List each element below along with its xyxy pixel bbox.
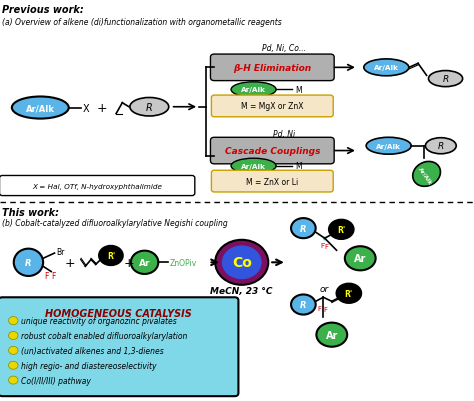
Ellipse shape — [231, 159, 276, 174]
Text: (b) Cobalt-catalyzed difluoroalkylarylative Negishi coupling: (b) Cobalt-catalyzed difluoroalkylarylat… — [2, 219, 228, 227]
Ellipse shape — [345, 247, 375, 271]
Ellipse shape — [366, 138, 411, 155]
Text: Br: Br — [56, 247, 64, 256]
Ellipse shape — [231, 83, 276, 98]
Text: Pd, Ni, Co...: Pd, Ni, Co... — [263, 44, 306, 53]
Text: R': R' — [337, 225, 346, 234]
Text: R: R — [442, 75, 449, 84]
Text: F: F — [51, 271, 55, 280]
Text: Ar/Alk: Ar/Alk — [26, 104, 55, 113]
Text: R': R' — [107, 251, 115, 260]
Text: F: F — [318, 305, 321, 311]
Text: This work:: This work: — [2, 207, 59, 217]
Circle shape — [9, 317, 18, 325]
Text: +: + — [65, 256, 75, 269]
Circle shape — [9, 361, 18, 369]
Ellipse shape — [316, 323, 347, 347]
Text: Previous work:: Previous work: — [2, 5, 84, 15]
FancyBboxPatch shape — [210, 55, 334, 81]
Text: F: F — [323, 306, 327, 312]
FancyBboxPatch shape — [0, 298, 238, 396]
Text: ̇F: ̇F — [326, 244, 329, 249]
Text: unique reactivity of organozinc pivalates: unique reactivity of organozinc pivalate… — [21, 316, 177, 325]
Text: (a) Overview of alkene (di)functionalization with organometallic reagents: (a) Overview of alkene (di)functionaliza… — [2, 18, 282, 27]
Text: Pd, Ni: Pd, Ni — [273, 130, 295, 139]
Ellipse shape — [291, 295, 316, 315]
Text: R: R — [146, 103, 153, 112]
Ellipse shape — [428, 71, 463, 87]
Text: M = MgX or ZnX: M = MgX or ZnX — [241, 102, 304, 111]
Text: β-H Elimination: β-H Elimination — [234, 64, 311, 73]
Text: Ar/Alk: Ar/Alk — [376, 144, 401, 149]
Text: R: R — [300, 300, 307, 309]
Text: M: M — [295, 86, 301, 95]
Text: Ar/Alk: Ar/Alk — [241, 164, 266, 169]
Ellipse shape — [12, 97, 69, 119]
Text: R: R — [300, 224, 307, 233]
Text: Co(I/II/III) pathway: Co(I/II/III) pathway — [21, 376, 91, 385]
Text: (un)activated alkenes and 1,3-dienes: (un)activated alkenes and 1,3-dienes — [21, 346, 164, 355]
Text: +: + — [124, 256, 134, 269]
Ellipse shape — [99, 246, 123, 265]
Text: robust cobalt enabled difluoroalkylarylation: robust cobalt enabled difluoroalkylaryla… — [21, 331, 188, 340]
Text: ZnOPiv: ZnOPiv — [170, 258, 197, 267]
Ellipse shape — [413, 162, 440, 187]
Text: Ar/Alk: Ar/Alk — [374, 65, 399, 71]
Text: Ar/Alk: Ar/Alk — [241, 87, 266, 93]
Text: Cascade Couplings: Cascade Couplings — [225, 147, 320, 156]
Text: R: R — [25, 258, 32, 267]
Text: X = Hal, OTf, N-hydroxyphthalimide: X = Hal, OTf, N-hydroxyphthalimide — [32, 183, 162, 189]
Text: Ar/Alk: Ar/Alk — [417, 166, 433, 185]
Ellipse shape — [291, 219, 316, 239]
Text: +: + — [97, 102, 107, 115]
Circle shape — [9, 376, 18, 384]
Ellipse shape — [426, 138, 456, 154]
Circle shape — [9, 332, 18, 340]
Text: R': R' — [345, 289, 353, 298]
FancyBboxPatch shape — [211, 171, 333, 192]
Text: Ar: Ar — [326, 330, 338, 340]
Text: F: F — [321, 243, 325, 248]
Ellipse shape — [14, 249, 43, 276]
Text: high regio- and diastereoselectivity: high regio- and diastereoselectivity — [21, 361, 157, 370]
Circle shape — [222, 246, 262, 279]
Text: R: R — [438, 142, 444, 151]
Text: MeCN, 23 °C: MeCN, 23 °C — [210, 287, 273, 296]
Text: M: M — [295, 162, 301, 171]
Ellipse shape — [337, 284, 361, 303]
Text: HOMOGENEOUS CATALYSIS: HOMOGENEOUS CATALYSIS — [45, 308, 192, 318]
Text: or: or — [320, 284, 329, 293]
Ellipse shape — [364, 60, 409, 77]
Ellipse shape — [329, 220, 354, 239]
Text: Ar: Ar — [139, 258, 150, 267]
Ellipse shape — [130, 98, 169, 117]
Text: M = ZnX or Li: M = ZnX or Li — [246, 177, 299, 186]
Circle shape — [215, 240, 268, 285]
Text: Ar: Ar — [354, 254, 366, 263]
Ellipse shape — [323, 237, 327, 241]
FancyBboxPatch shape — [211, 96, 333, 117]
Text: F: F — [44, 271, 48, 280]
FancyBboxPatch shape — [210, 138, 334, 164]
FancyBboxPatch shape — [0, 176, 195, 196]
Text: Co: Co — [232, 256, 252, 269]
Ellipse shape — [131, 251, 158, 274]
Text: X: X — [83, 103, 90, 113]
Circle shape — [9, 346, 18, 354]
